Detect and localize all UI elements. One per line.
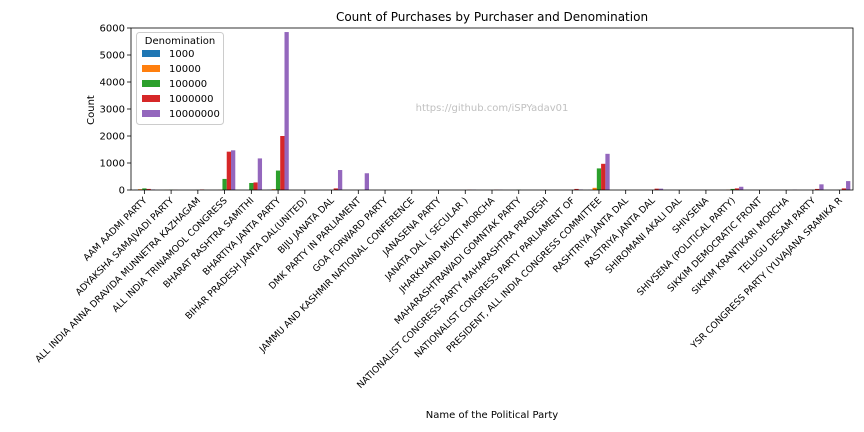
bar (364, 173, 369, 190)
bar (249, 182, 254, 190)
bar (284, 32, 289, 190)
legend-label: 100000 (169, 79, 207, 90)
bar (275, 170, 281, 190)
watermark: https://github.com/iSPYadav01 (416, 103, 569, 114)
y-axis: 0 1000 2000 3000 4000 5000 6000 (100, 24, 131, 197)
bar (841, 188, 847, 190)
legend-label: 1000000 (169, 94, 214, 105)
x-tick-label: SHIVSENA (POLITICAL PARTY) (635, 195, 738, 298)
chart-title: Count of Purchases by Purchaser and Deno… (336, 10, 648, 24)
bar (592, 187, 597, 190)
bar (730, 188, 735, 190)
bar (222, 178, 227, 190)
legend: Denomination 1000 10000 100000 1000000 100000… (136, 32, 224, 125)
y-tick-label: 4000 (100, 78, 125, 89)
bar (574, 188, 579, 190)
y-tick-label: 3000 (100, 105, 125, 116)
y-tick-label: 2000 (100, 132, 125, 143)
bar (231, 150, 236, 190)
bar (601, 163, 606, 190)
bar (271, 189, 276, 190)
legend-label: 10000000 (169, 109, 220, 120)
x-axis-label: Name of the Political Party (426, 410, 558, 421)
bar (734, 188, 740, 190)
bar (257, 158, 263, 190)
bar (658, 188, 664, 190)
bars-layer (133, 32, 851, 190)
bar (142, 188, 147, 190)
bar (137, 189, 143, 190)
legend-label: 10000 (169, 64, 201, 75)
bar (605, 153, 610, 190)
bar (253, 182, 258, 190)
y-tick-label: 5000 (100, 51, 125, 62)
bar (280, 136, 285, 190)
bar (146, 188, 151, 190)
legend-swatch (142, 95, 160, 102)
legend-title: Denomination (145, 36, 215, 47)
bar (337, 170, 343, 190)
legend-swatch (142, 80, 160, 87)
legend-swatch (142, 65, 160, 72)
y-tick-label: 6000 (100, 24, 125, 35)
bar (739, 186, 744, 190)
y-tick-label: 0 (119, 186, 125, 197)
bar (226, 151, 232, 190)
bar (654, 188, 659, 190)
legend-swatch (142, 110, 160, 117)
legend-label: 1000 (169, 49, 194, 60)
bar (815, 188, 820, 190)
bar (333, 188, 338, 190)
bar (596, 168, 602, 190)
y-tick-label: 1000 (100, 159, 125, 170)
bar (846, 181, 851, 190)
y-axis-label: Count (86, 95, 97, 125)
plot-frame (130, 27, 854, 191)
bar (819, 184, 824, 190)
legend-swatch (142, 50, 160, 57)
